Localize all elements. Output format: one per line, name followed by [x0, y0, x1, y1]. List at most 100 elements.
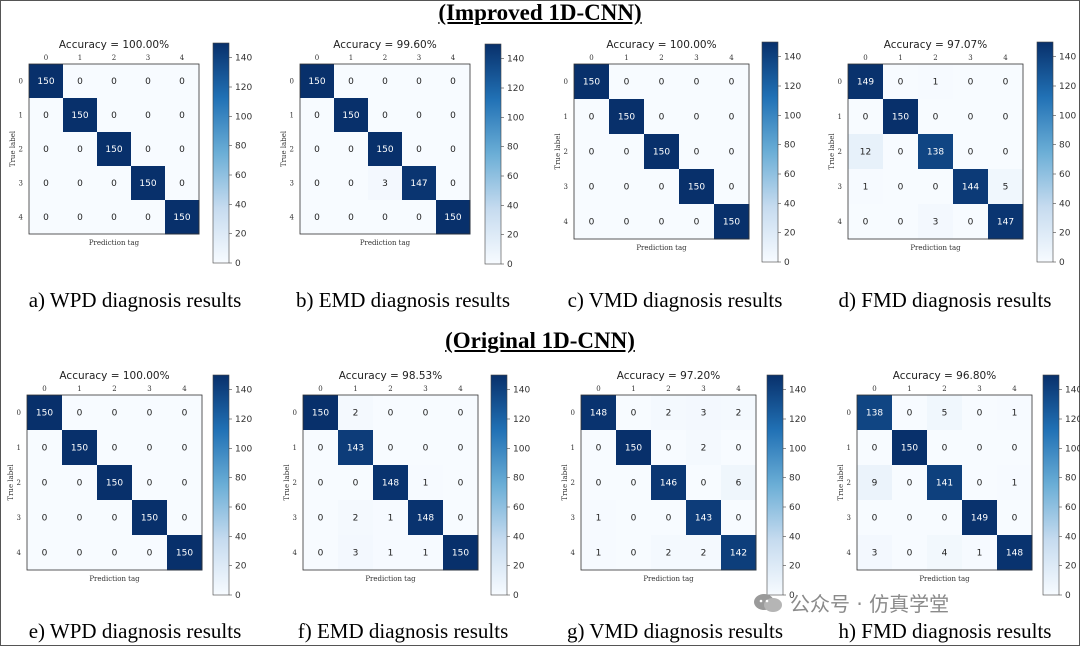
cell-value: 148 [382, 479, 399, 489]
cell-value: 150 [625, 444, 642, 454]
heatmap-cell [97, 98, 132, 133]
y-tick-label: 3 [19, 180, 23, 188]
heatmap-cell [644, 169, 680, 205]
heatmap-cell [97, 64, 132, 99]
x-tick-label: 0 [863, 54, 867, 62]
colorbar-tick-label: 100 [789, 444, 806, 454]
heatmap-cell [616, 430, 652, 466]
heatmap-cell [165, 166, 200, 201]
y-tick-label: 3 [838, 183, 842, 191]
heatmap-cell [609, 64, 645, 100]
x-axis-label: Prediction tag [910, 244, 961, 252]
heatmap-cell [927, 465, 963, 501]
cell-value: 1 [1012, 479, 1018, 489]
cell-value: 0 [694, 148, 700, 158]
cell-value: 0 [318, 549, 324, 559]
heatmap-cell [27, 430, 63, 466]
cell-value: 0 [77, 514, 83, 524]
colorbar-tick-label: 60 [1059, 170, 1071, 180]
heatmap-cell [721, 395, 757, 431]
cell-value: 0 [416, 111, 422, 121]
cell-value: 0 [77, 77, 83, 87]
y-tick-label: 1 [290, 112, 294, 120]
heatmap-cell [616, 395, 652, 431]
heatmap-cell [883, 169, 919, 205]
heatmap-cell [651, 535, 687, 571]
heatmap-cell [300, 166, 335, 201]
colorbar-tick-label: 40 [1065, 532, 1077, 542]
colorbar-tick-label: 60 [235, 503, 247, 513]
colorbar-tick-label: 80 [784, 141, 796, 151]
x-axis-label: Prediction tag [636, 244, 687, 252]
heatmap-cell [408, 500, 444, 536]
x-axis-label: Prediction tag [919, 575, 970, 583]
colorbar-tick-label: 0 [513, 591, 519, 601]
cell-value: 150 [173, 213, 190, 223]
x-tick-label: 4 [736, 385, 741, 393]
heatmap-cell [609, 134, 645, 170]
y-tick-label: 0 [19, 78, 23, 86]
heatmap-cell [651, 465, 687, 501]
caption-a: a) WPD diagnosis results [28, 288, 242, 312]
colorbar-tick-label: 80 [1059, 141, 1071, 151]
heatmap-cell [581, 465, 617, 501]
cell-value: 150 [583, 78, 600, 88]
heatmap-cell [373, 465, 409, 501]
y-tick-label: 4 [293, 549, 298, 557]
cell-value: 0 [450, 111, 456, 121]
colorbar-tick-label: 20 [789, 562, 801, 572]
heatmap-cell [63, 200, 98, 235]
heatmap-cell [62, 430, 98, 466]
x-tick-label: 1 [907, 385, 911, 393]
heatmap-cell [574, 99, 610, 135]
y-tick-label: 2 [838, 148, 842, 156]
cell-value: 0 [182, 479, 188, 489]
heatmap-cell [132, 395, 168, 431]
colorbar-tick-label: 80 [235, 474, 247, 484]
heatmap-cell [651, 430, 687, 466]
cell-value: 0 [977, 479, 983, 489]
heatmap-cell [373, 535, 409, 571]
cell-value: 0 [659, 183, 665, 193]
colorbar-tick-label: 140 [784, 53, 801, 63]
cell-value: 0 [43, 213, 49, 223]
heatmap-cell [609, 204, 645, 240]
heatmap-cell [721, 535, 757, 571]
cell-value: 0 [659, 113, 665, 123]
heatmap-cell [338, 465, 374, 501]
cell-value: 1 [1012, 409, 1018, 419]
cell-value: 138 [927, 148, 944, 158]
colorbar-tick-label: 60 [1065, 503, 1077, 513]
heatmap-cell [97, 430, 133, 466]
colorbar-tick-label: 100 [235, 112, 252, 122]
colorbar-tick-label: 120 [784, 82, 801, 92]
heatmap-cell [97, 500, 133, 536]
colorbar-tick-label: 140 [513, 386, 530, 396]
cell-value: 150 [141, 514, 158, 524]
heatmap-cell [581, 535, 617, 571]
cell-value: 0 [898, 78, 904, 88]
colorbar-tick-label: 0 [1065, 591, 1071, 601]
heatmap-cell [338, 535, 374, 571]
cell-value: 0 [666, 514, 672, 524]
cell-value: 0 [729, 183, 735, 193]
watermark-text: 公众号 · 仿真学堂 [790, 592, 950, 616]
cell-value: 0 [701, 479, 707, 489]
colorbar-tick-label: 100 [1065, 444, 1080, 454]
heatmap-cell [962, 465, 998, 501]
heatmap-cell [165, 64, 200, 99]
colorbar [484, 43, 502, 265]
y-tick-label: 1 [847, 444, 851, 452]
heatmap-cell [857, 535, 893, 571]
heatmap-cell [300, 64, 335, 99]
cell-value: 0 [631, 514, 637, 524]
heatmap-cell [616, 500, 652, 536]
x-axis-label: Prediction tag [360, 239, 411, 247]
cell-value: 0 [318, 479, 324, 489]
cell-value: 150 [892, 113, 909, 123]
y-tick-label: 0 [17, 409, 21, 417]
heatmap-cell [616, 535, 652, 571]
y-tick-label: 4 [847, 549, 852, 557]
cell-value: 0 [145, 111, 151, 121]
